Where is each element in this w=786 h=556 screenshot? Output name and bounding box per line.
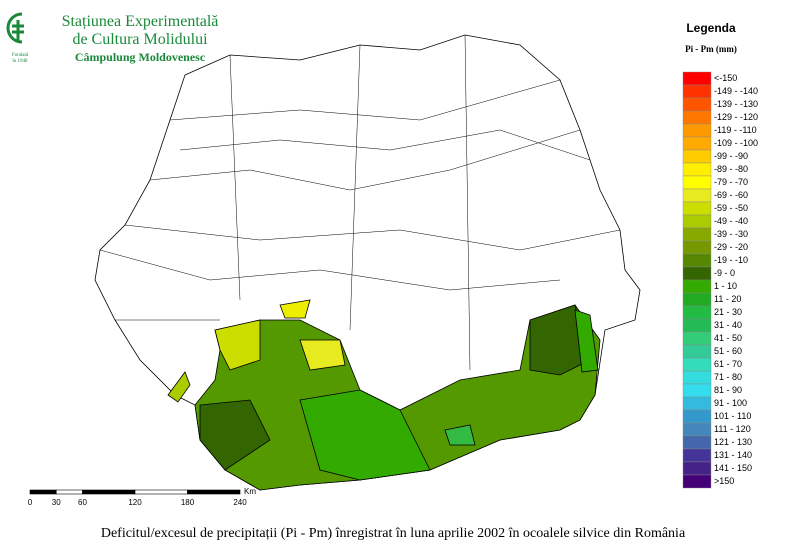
legend-swatch	[682, 474, 712, 489]
scale-segment	[55, 489, 83, 495]
scale-bar: 0 30 60 120 180 240 Km	[28, 487, 257, 507]
scale-segment	[187, 489, 241, 495]
legend-label: -149 - -140	[714, 86, 758, 96]
legend-label: 61 - 70	[714, 359, 742, 369]
scale-label: 0	[28, 498, 33, 507]
legend-swatch	[682, 383, 712, 398]
legend-label: 111 - 120	[714, 424, 751, 434]
legend-label: -129 - -120	[714, 112, 758, 122]
legend-swatch	[682, 461, 712, 476]
scale-label: 240	[233, 498, 247, 507]
legend-swatch	[682, 357, 712, 372]
scale-label: 120	[128, 498, 142, 507]
legend-swatch	[682, 149, 712, 164]
scale-segment	[82, 489, 136, 495]
legend: <-150 -149 - -140 -139 - -130 -129 - -120 -1…	[682, 71, 758, 489]
header-subtitle: Câmpulung Moldovenesc	[75, 50, 206, 64]
legend-label: -139 - -130	[714, 99, 758, 109]
legend-swatch	[682, 84, 712, 99]
legend-swatch	[682, 201, 712, 216]
caption: Deficitul/excesul de precipitații (Pi - …	[101, 526, 686, 541]
legend-swatch	[682, 318, 712, 333]
scale-label: 60	[78, 498, 87, 507]
legend-label: 101 - 110	[714, 411, 751, 421]
legend-label: -29 - -20	[714, 242, 748, 252]
legend-swatch	[682, 123, 712, 138]
legend-label: 141 - 150	[714, 463, 752, 473]
legend-label: -79 - -70	[714, 177, 748, 187]
legend-label: 71 - 80	[714, 372, 742, 382]
legend-label: -119 - -110	[714, 125, 757, 135]
legend-label: 31 - 40	[714, 320, 742, 330]
legend-swatch	[682, 331, 712, 346]
legend-label: 131 - 140	[714, 450, 752, 460]
scale-segment	[29, 489, 57, 495]
legend-label: 41 - 50	[714, 333, 742, 343]
legend-swatch	[682, 279, 712, 294]
legend-label: -9 - 0	[714, 268, 735, 278]
legend-label: 91 - 100	[714, 398, 747, 408]
logo-text: Fondată	[12, 53, 29, 58]
legend-swatch	[682, 214, 712, 229]
legend-swatch	[682, 370, 712, 385]
legend-label: -59 - -50	[714, 203, 748, 213]
legend-swatch	[682, 435, 712, 450]
header-title: de Cultura Molidului	[72, 31, 208, 48]
scale-label: 180	[181, 498, 195, 507]
legend-label: >150	[714, 476, 734, 486]
legend-swatch	[682, 227, 712, 242]
legend-swatch	[682, 71, 712, 86]
legend-label: 121 - 130	[714, 437, 752, 447]
legend-subtitle: Pi - Pm (mm)	[685, 44, 737, 54]
legend-swatch	[682, 97, 712, 112]
legend-swatch	[682, 292, 712, 307]
legend-label: -39 - -30	[714, 229, 748, 239]
legend-label: 21 - 30	[714, 307, 742, 317]
legend-label: -69 - -60	[714, 190, 748, 200]
scale-label: 30	[52, 498, 61, 507]
legend-label: 81 - 90	[714, 385, 742, 395]
legend-label: 1 - 10	[714, 281, 737, 291]
legend-swatch	[682, 240, 712, 255]
legend-label: 11 - 20	[714, 294, 741, 304]
logo-text: în 1948	[11, 59, 28, 64]
legend-swatch	[682, 136, 712, 151]
legend-swatch	[682, 110, 712, 125]
legend-swatch	[682, 396, 712, 411]
legend-swatch	[682, 266, 712, 281]
map	[94, 34, 641, 491]
legend-label: -89 - -80	[714, 164, 748, 174]
legend-label: -109 - -100	[714, 138, 758, 148]
legend-label: -99 - -90	[714, 151, 748, 161]
legend-label: -19 - -10	[714, 255, 748, 265]
scale-unit: Km	[244, 487, 256, 496]
legend-swatch	[682, 305, 712, 320]
legend-label: <-150	[714, 73, 737, 83]
header-title: Stațiunea Experimentală	[62, 13, 219, 30]
legend-swatch	[682, 175, 712, 190]
legend-swatch	[682, 448, 712, 463]
legend-swatch	[682, 253, 712, 268]
logo: Fondată în 1948	[6, 12, 29, 64]
legend-swatch	[682, 409, 712, 424]
legend-label: 51 - 60	[714, 346, 742, 356]
scale-segment	[134, 489, 188, 495]
legend-swatch	[682, 422, 712, 437]
legend-swatch	[682, 162, 712, 177]
legend-title: Legenda	[686, 21, 736, 35]
legend-label: -49 - -40	[714, 216, 748, 226]
legend-swatch	[682, 188, 712, 203]
legend-swatch	[682, 344, 712, 359]
